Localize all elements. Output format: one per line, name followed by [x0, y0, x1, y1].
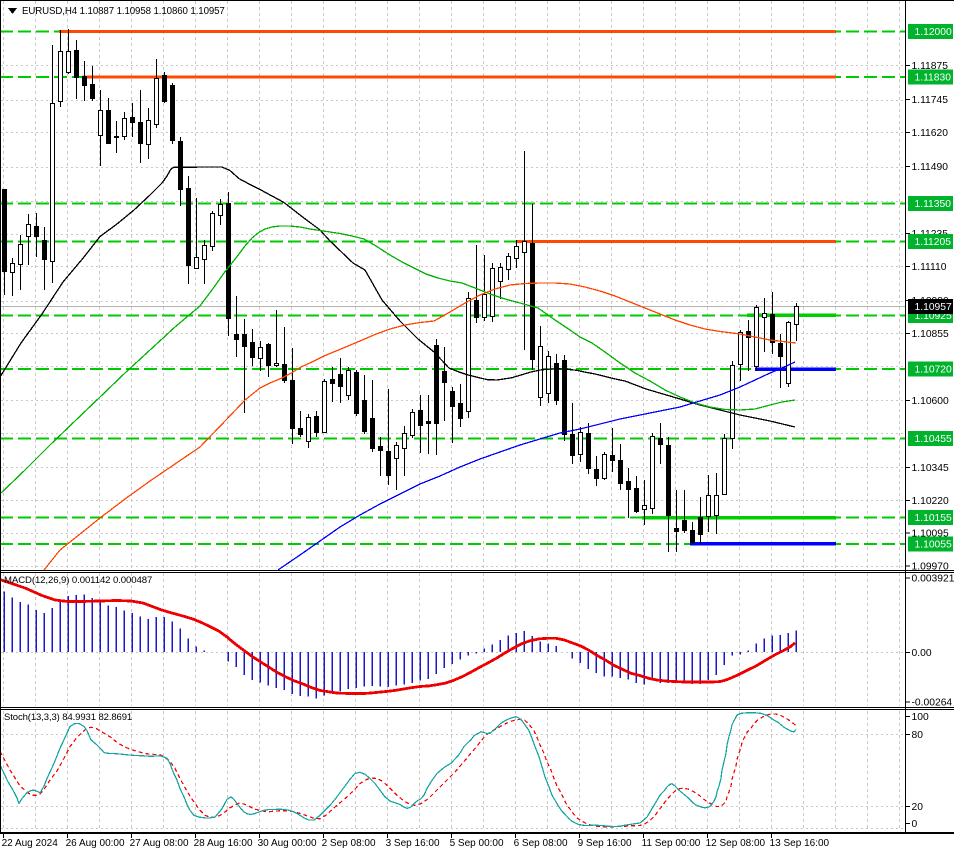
svg-text:13 Sep 16:00: 13 Sep 16:00	[770, 838, 830, 849]
svg-text:1.11745: 1.11745	[912, 95, 949, 106]
svg-text:1.09970: 1.09970	[912, 562, 949, 573]
svg-text:1.10345: 1.10345	[912, 463, 949, 474]
svg-text:1.11205: 1.11205	[915, 237, 952, 248]
svg-text:EURUSD,H4 1.10887 1.10958 1.1: EURUSD,H4 1.10887 1.10958 1.10860 1.1095…	[22, 6, 225, 17]
svg-text:9 Sep 16:00: 9 Sep 16:00	[578, 838, 632, 849]
svg-text:1.10720: 1.10720	[915, 365, 952, 376]
svg-text:11 Sep 00:00: 11 Sep 00:00	[642, 838, 701, 849]
svg-text:6 Sep 08:00: 6 Sep 08:00	[514, 838, 568, 849]
svg-text:5 Sep 00:00: 5 Sep 00:00	[450, 838, 504, 849]
svg-text:MACD(12,26,9) 0.001142 0.00048: MACD(12,26,9) 0.001142 0.000487	[4, 575, 152, 586]
svg-text:2 Sep 08:00: 2 Sep 08:00	[322, 838, 376, 849]
svg-text:12 Sep 08:00: 12 Sep 08:00	[706, 838, 766, 849]
svg-text:22 Aug 2024: 22 Aug 2024	[2, 838, 59, 849]
svg-text:1.10455: 1.10455	[915, 434, 952, 445]
svg-text:1.10957: 1.10957	[915, 302, 952, 313]
svg-text:26 Aug 00:00: 26 Aug 00:00	[66, 838, 125, 849]
svg-text:80: 80	[912, 730, 924, 741]
svg-text:28 Aug 16:00: 28 Aug 16:00	[194, 838, 253, 849]
svg-text:1.11620: 1.11620	[912, 128, 949, 139]
svg-text:3 Sep 16:00: 3 Sep 16:00	[386, 838, 440, 849]
svg-text:30 Aug 00:00: 30 Aug 00:00	[258, 838, 317, 849]
svg-text:1.11350: 1.11350	[915, 199, 952, 210]
svg-text:1.11490: 1.11490	[912, 162, 949, 173]
svg-text:1.10855: 1.10855	[912, 329, 949, 340]
svg-text:0: 0	[912, 819, 918, 830]
svg-text:27 Aug 08:00: 27 Aug 08:00	[130, 838, 189, 849]
svg-text:1.12000: 1.12000	[915, 27, 952, 38]
svg-text:1.11830: 1.11830	[915, 73, 952, 84]
svg-text:Stoch(13,3,3) 84.9931 82.8691: Stoch(13,3,3) 84.9931 82.8691	[4, 712, 132, 723]
svg-text:1.10600: 1.10600	[912, 396, 949, 407]
svg-text:20: 20	[912, 802, 924, 813]
svg-text:100: 100	[912, 712, 929, 723]
svg-text:1.11110: 1.11110	[912, 262, 947, 273]
svg-text:-0.00264: -0.00264	[912, 698, 953, 709]
svg-text:0.003921: 0.003921	[912, 574, 954, 585]
svg-text:1.10055: 1.10055	[915, 539, 952, 550]
svg-text:1.10155: 1.10155	[915, 513, 952, 524]
svg-text:1.10220: 1.10220	[912, 496, 949, 507]
svg-text:0.00: 0.00	[912, 648, 932, 659]
